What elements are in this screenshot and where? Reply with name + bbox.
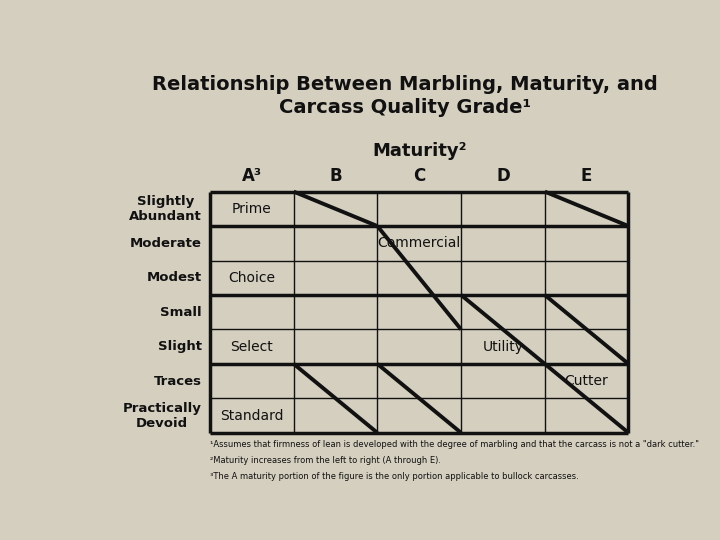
Text: Traces: Traces xyxy=(153,375,202,388)
Text: Maturity²: Maturity² xyxy=(372,143,467,160)
Text: Cutter: Cutter xyxy=(564,374,608,388)
Text: C: C xyxy=(413,167,426,185)
Text: Practically
Devoid: Practically Devoid xyxy=(122,402,202,429)
Text: Standard: Standard xyxy=(220,409,284,423)
Text: ¹Assumes that firmness of lean is developed with the degree of marbling and that: ¹Assumes that firmness of lean is develo… xyxy=(210,440,699,449)
Text: B: B xyxy=(329,167,342,185)
Text: A³: A³ xyxy=(242,167,262,185)
Text: D: D xyxy=(496,167,510,185)
Text: ³The A maturity portion of the figure is the only portion applicable to bullock : ³The A maturity portion of the figure is… xyxy=(210,472,579,481)
Text: Small: Small xyxy=(160,306,202,319)
Text: Commercial: Commercial xyxy=(377,237,461,251)
Text: Utility: Utility xyxy=(482,340,523,354)
Text: Slightly
Abundant: Slightly Abundant xyxy=(129,195,202,223)
Text: Slight: Slight xyxy=(158,340,202,353)
Text: E: E xyxy=(581,167,593,185)
Text: Modest: Modest xyxy=(146,271,202,284)
Text: Choice: Choice xyxy=(228,271,275,285)
Text: Prime: Prime xyxy=(232,202,271,216)
Text: Moderate: Moderate xyxy=(130,237,202,250)
Text: ²Maturity increases from the left to right (A through E).: ²Maturity increases from the left to rig… xyxy=(210,456,441,465)
Text: Relationship Between Marbling, Maturity, and: Relationship Between Marbling, Maturity,… xyxy=(153,75,658,94)
Text: Carcass Quality Grade¹: Carcass Quality Grade¹ xyxy=(279,98,531,117)
Text: Select: Select xyxy=(230,340,273,354)
